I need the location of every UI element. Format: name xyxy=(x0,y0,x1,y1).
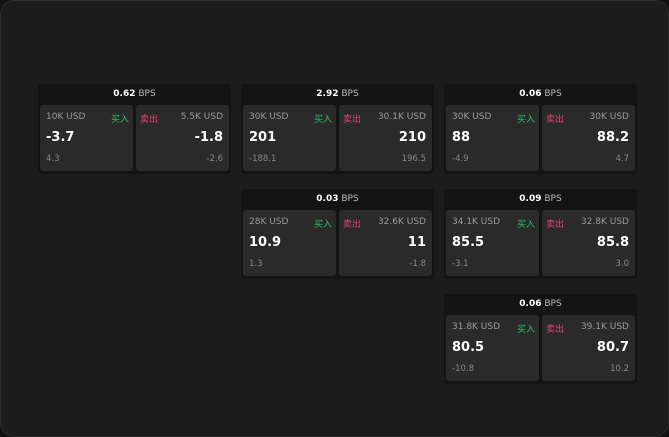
ask-amount: 32.8K USD xyxy=(580,217,629,227)
spread-unit: BPS xyxy=(544,89,562,99)
spread-unit: BPS xyxy=(341,194,359,204)
spread-header: 0.62 BPS xyxy=(38,84,231,105)
sell-label: 卖出 xyxy=(546,115,565,125)
sell-label: 卖出 xyxy=(343,220,362,230)
bid-change: -188.1 xyxy=(249,154,277,164)
ask-change: 196.5 xyxy=(401,154,426,164)
buy-label: 买入 xyxy=(313,115,332,125)
sell-panel[interactable]: 卖出 32.8K USD 85.8 3.0 xyxy=(542,210,635,276)
spread-header: 0.06 BPS xyxy=(444,84,637,105)
bid-price: 80.5 xyxy=(452,340,485,355)
bid-change: -3.1 xyxy=(452,259,469,269)
spread-unit: BPS xyxy=(544,194,562,204)
quote-card: 0.62 BPS 10K USD 买入 -3.7 4.3 卖出 5.5K USD… xyxy=(38,84,231,174)
buy-panel[interactable]: 10K USD 买入 -3.7 4.3 xyxy=(40,105,133,171)
buy-panel[interactable]: 34.1K USD 买入 85.5 -3.1 xyxy=(446,210,539,276)
bid-amount: 10K USD xyxy=(46,112,86,122)
quote-card: 0.03 BPS 28K USD 买入 10.9 1.3 卖出 32.6K US… xyxy=(241,189,434,279)
spread-value: 0.62 xyxy=(113,89,136,99)
bid-change: 4.3 xyxy=(46,154,60,164)
sell-panel[interactable]: 卖出 30K USD 88.2 4.7 xyxy=(542,105,635,171)
spread-value: 2.92 xyxy=(316,89,339,99)
bid-change: -4.9 xyxy=(452,154,469,164)
ask-amount: 30.1K USD xyxy=(377,112,426,122)
ask-price: 88.2 xyxy=(596,130,629,145)
sell-label: 卖出 xyxy=(140,115,159,125)
ask-change: 10.2 xyxy=(610,364,629,374)
bid-price: 85.5 xyxy=(452,235,485,250)
spread-unit: BPS xyxy=(544,299,562,309)
buy-label: 买入 xyxy=(516,115,535,125)
ask-price: 210 xyxy=(398,130,426,145)
spread-value: 0.03 xyxy=(316,194,339,204)
buy-label: 买入 xyxy=(516,325,535,335)
bid-change: 1.3 xyxy=(249,259,263,269)
quote-card: 0.06 BPS 31.8K USD 买入 80.5 -10.8 卖出 39.1… xyxy=(444,294,637,384)
bid-price: 88 xyxy=(452,130,471,145)
quote-card: 0.09 BPS 34.1K USD 买入 85.5 -3.1 卖出 32.8K… xyxy=(444,189,637,279)
buy-label: 买入 xyxy=(516,220,535,230)
ask-amount: 32.6K USD xyxy=(377,217,426,227)
spread-header: 0.09 BPS xyxy=(444,189,637,210)
sell-panel[interactable]: 卖出 5.5K USD -1.8 -2.6 xyxy=(136,105,229,171)
ask-change: -1.8 xyxy=(409,259,426,269)
spread-header: 2.92 BPS xyxy=(241,84,434,105)
bid-amount: 28K USD xyxy=(249,217,289,227)
ask-change: -2.6 xyxy=(206,154,223,164)
ask-change: 3.0 xyxy=(615,259,629,269)
bid-change: -10.8 xyxy=(452,364,474,374)
spread-value: 0.06 xyxy=(519,89,542,99)
buy-label: 买入 xyxy=(110,115,129,125)
sell-label: 卖出 xyxy=(546,220,565,230)
spread-unit: BPS xyxy=(138,89,156,99)
ask-amount: 30K USD xyxy=(589,112,629,122)
sell-label: 卖出 xyxy=(546,325,565,335)
ask-price: 80.7 xyxy=(596,340,629,355)
ask-price: 85.8 xyxy=(596,235,629,250)
buy-panel[interactable]: 30K USD 买入 88 -4.9 xyxy=(446,105,539,171)
bid-price: 10.9 xyxy=(249,235,282,250)
spread-unit: BPS xyxy=(341,89,359,99)
spread-header: 0.06 BPS xyxy=(444,294,637,315)
ask-price: 11 xyxy=(407,235,426,250)
sell-panel[interactable]: 卖出 32.6K USD 11 -1.8 xyxy=(339,210,432,276)
bid-price: 201 xyxy=(249,130,277,145)
ask-price: -1.8 xyxy=(194,130,223,145)
buy-panel[interactable]: 31.8K USD 买入 80.5 -10.8 xyxy=(446,315,539,381)
ask-amount: 39.1K USD xyxy=(580,322,629,332)
buy-panel[interactable]: 30K USD 买入 201 -188.1 xyxy=(243,105,336,171)
spread-value: 0.09 xyxy=(519,194,542,204)
bid-price: -3.7 xyxy=(46,130,75,145)
ask-change: 4.7 xyxy=(615,154,629,164)
bid-amount: 31.8K USD xyxy=(452,322,501,332)
ask-amount: 5.5K USD xyxy=(180,112,223,122)
spread-header: 0.03 BPS xyxy=(241,189,434,210)
quote-card: 2.92 BPS 30K USD 买入 201 -188.1 卖出 30.1K … xyxy=(241,84,434,174)
sell-label: 卖出 xyxy=(343,115,362,125)
buy-panel[interactable]: 28K USD 买入 10.9 1.3 xyxy=(243,210,336,276)
bid-amount: 30K USD xyxy=(452,112,492,122)
bid-amount: 34.1K USD xyxy=(452,217,501,227)
spread-value: 0.06 xyxy=(519,299,542,309)
quote-card: 0.06 BPS 30K USD 买入 88 -4.9 卖出 30K USD 8… xyxy=(444,84,637,174)
sell-panel[interactable]: 卖出 30.1K USD 210 196.5 xyxy=(339,105,432,171)
buy-label: 买入 xyxy=(313,220,332,230)
sell-panel[interactable]: 卖出 39.1K USD 80.7 10.2 xyxy=(542,315,635,381)
bid-amount: 30K USD xyxy=(249,112,289,122)
